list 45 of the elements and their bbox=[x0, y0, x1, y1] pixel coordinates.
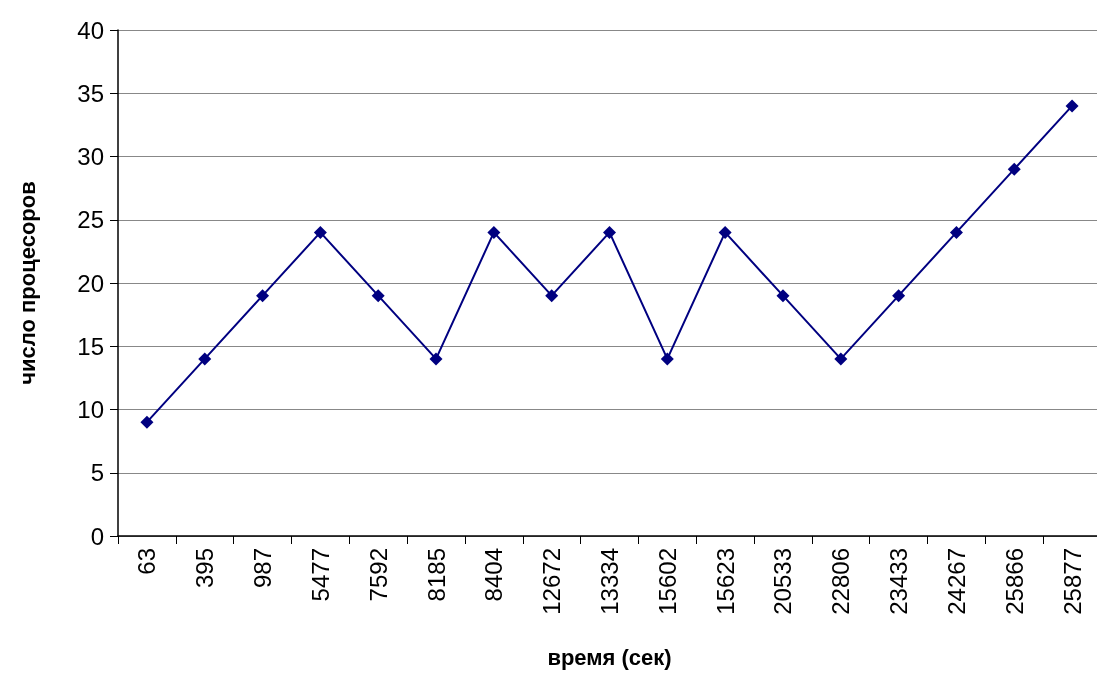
y-tick-label: 10 bbox=[77, 396, 104, 423]
x-tick-label: 7592 bbox=[364, 548, 392, 602]
x-tick-label: 395 bbox=[191, 548, 219, 589]
y-tick-label: 35 bbox=[77, 79, 104, 107]
x-tick-label: 12672 bbox=[538, 548, 566, 615]
x-tick-label: 63 bbox=[133, 548, 161, 575]
x-tick-label: 22806 bbox=[827, 548, 855, 615]
y-tick-label: 5 bbox=[90, 459, 104, 487]
point bbox=[892, 289, 906, 303]
point bbox=[660, 352, 674, 366]
point bbox=[603, 225, 616, 239]
point bbox=[1007, 162, 1021, 176]
point bbox=[429, 352, 443, 366]
point bbox=[949, 225, 963, 239]
x-tick-label: 987 bbox=[249, 548, 277, 589]
y-tick-label: 25 bbox=[77, 206, 104, 234]
point bbox=[256, 289, 270, 303]
y-tick-label: 20 bbox=[77, 269, 104, 297]
x-tick-label: 15623 bbox=[711, 548, 739, 615]
x-tick-label: 25866 bbox=[1000, 548, 1028, 615]
point bbox=[140, 415, 154, 429]
point bbox=[545, 289, 559, 303]
point bbox=[718, 225, 732, 239]
point bbox=[198, 352, 212, 366]
y-tick-label: 15 bbox=[77, 332, 104, 360]
x-tick-label: 24267 bbox=[942, 548, 970, 615]
x-tick-label: 25877 bbox=[1058, 548, 1086, 615]
x-tick-label: 8185 bbox=[422, 548, 450, 602]
y-tick-label: 40 bbox=[77, 16, 104, 44]
x-axis-title: время (сек) bbox=[547, 644, 672, 670]
y-axis-title: число процесоров bbox=[14, 181, 40, 385]
x-tick-label: 20533 bbox=[769, 548, 797, 615]
y-tick-label: 30 bbox=[77, 143, 104, 170]
point bbox=[487, 225, 501, 239]
x-tick-label: 13334 bbox=[596, 548, 623, 615]
point bbox=[834, 352, 848, 366]
x-tick-label: 8404 bbox=[480, 548, 508, 602]
x-tick-label: 5477 bbox=[306, 548, 334, 602]
y-tick-label: 0 bbox=[90, 522, 104, 550]
point bbox=[313, 225, 327, 239]
x-tick-label: 15602 bbox=[653, 548, 681, 615]
point bbox=[776, 289, 790, 303]
point bbox=[1065, 99, 1079, 113]
point bbox=[371, 289, 385, 303]
x-tick-label: 23433 bbox=[885, 548, 913, 615]
